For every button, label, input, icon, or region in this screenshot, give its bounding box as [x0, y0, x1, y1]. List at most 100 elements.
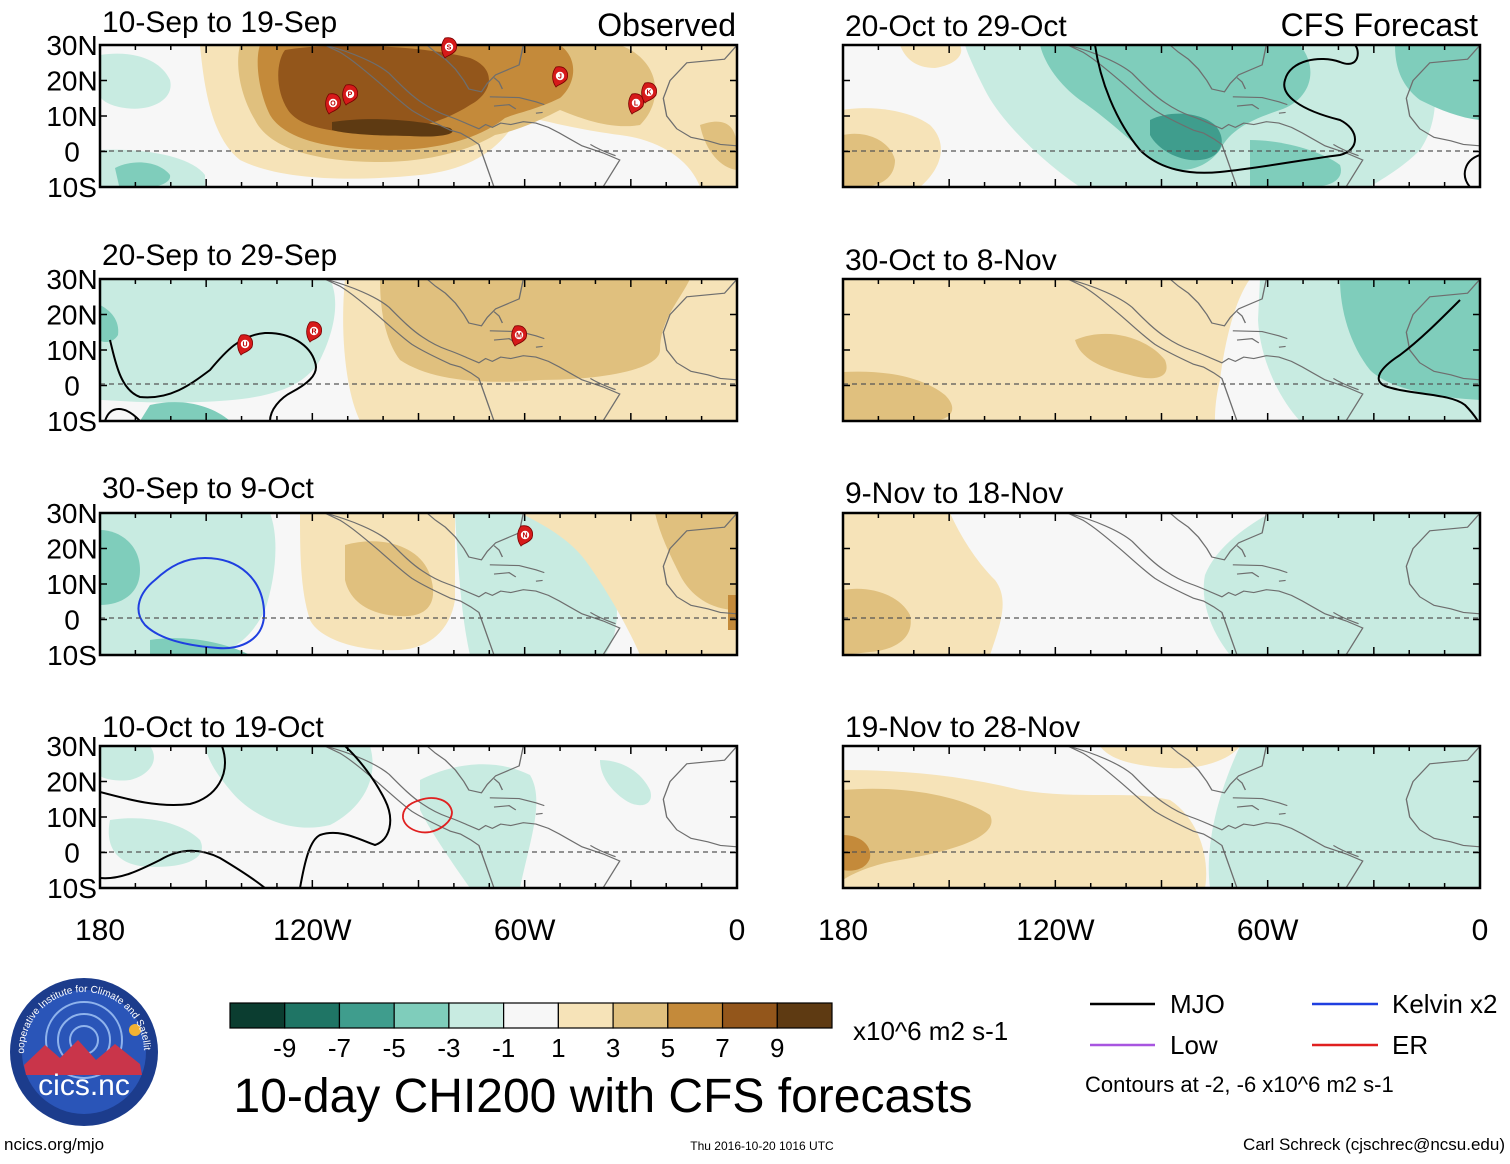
map-panel-obs4: [100, 746, 737, 888]
panel-title-obs1: 10-Sep to 19-Sep: [102, 6, 337, 39]
storm-letter: L: [634, 101, 639, 108]
contour-legend: MJO Kelvin x2 Low ER Contours at -2, -6 …: [1085, 989, 1498, 1097]
lat-label: 30N: [46, 30, 97, 61]
colorbar-swatch: [776, 1002, 833, 1029]
lat-label: 30N: [46, 498, 97, 529]
colorbar-label: 9: [770, 1033, 784, 1063]
lat-label: 0: [64, 371, 80, 402]
colorbar-label: -9: [273, 1033, 296, 1063]
panel-title-fc4: 19-Nov to 28-Nov: [845, 711, 1080, 744]
lat-label: 30N: [46, 731, 97, 762]
lat-label: 20N: [46, 767, 97, 798]
colorbar-swatch: [393, 1002, 450, 1029]
lat-label: 20N: [46, 300, 97, 331]
legend-label-low: Low: [1170, 1030, 1218, 1060]
lon-label: 60W: [1237, 914, 1299, 947]
storm-marker: K: [641, 82, 657, 104]
storm-marker: M: [511, 325, 527, 347]
legend-label-kelvin: Kelvin x2: [1392, 989, 1498, 1019]
storm-letter: S: [447, 45, 452, 52]
map-panel-obs3: [100, 513, 737, 655]
lon-label: 60W: [494, 914, 556, 947]
forecast-header: CFS Forecast: [1281, 7, 1478, 43]
footer-author: Carl Schreck (cjschrec@ncsu.edu): [1243, 1135, 1505, 1154]
panel-title-obs2: 20-Sep to 29-Sep: [102, 239, 337, 272]
lat-label: 10S: [47, 172, 97, 203]
storm-marker: J: [552, 66, 568, 88]
colorbar-label: 7: [715, 1033, 729, 1063]
storm-letter: K: [646, 90, 651, 97]
lat-label: 0: [64, 137, 80, 168]
colorbar-swatch: [503, 1002, 559, 1029]
lat-label: 30N: [46, 264, 97, 295]
storm-letter: N: [522, 533, 527, 540]
storm-marker: S: [441, 37, 457, 59]
map-panel-fc3: [843, 513, 1480, 655]
legend-label-mjo: MJO: [1170, 989, 1225, 1019]
lat-label: 10N: [46, 802, 97, 833]
panel-title-obs3: 30-Sep to 9-Oct: [102, 472, 314, 505]
footer-url: ncics.org/mjo: [4, 1135, 104, 1154]
storm-marker: P: [342, 84, 358, 106]
storm-marker: O: [325, 93, 341, 115]
colorbar-swatch: [612, 1002, 669, 1029]
lat-label: 0: [64, 605, 80, 636]
colorbar-label: -3: [437, 1033, 460, 1063]
colorbar-swatch: [229, 1002, 286, 1029]
storm-marker: R: [306, 321, 322, 343]
lon-label: 0: [729, 914, 746, 947]
lat-label: 20N: [46, 66, 97, 97]
panel-title-obs4: 10-Oct to 19-Oct: [102, 711, 324, 744]
colorbar-label: -1: [492, 1033, 515, 1063]
map-panel-fc1: [843, 45, 1480, 187]
lat-label: 10S: [47, 873, 97, 904]
storm-marker: U: [237, 334, 253, 356]
lat-label: 0: [64, 838, 80, 869]
lat-label: 10S: [47, 406, 97, 437]
footer-timestamp: Thu 2016-10-20 1016 UTC: [690, 1139, 834, 1153]
panel-title-fc1: 20-Oct to 29-Oct: [845, 10, 1067, 43]
storm-letter: J: [558, 74, 562, 81]
colorbar-label: 5: [661, 1033, 675, 1063]
storm-letter: R: [311, 329, 316, 336]
lat-label: 10N: [46, 569, 97, 600]
lon-label: 120W: [1016, 914, 1095, 947]
lat-label: 20N: [46, 534, 97, 565]
colorbar-swatch: [284, 1002, 341, 1029]
legend-label-er: ER: [1392, 1030, 1428, 1060]
map-panel-fc2: [843, 279, 1480, 421]
panel-title-fc2: 30-Oct to 8-Nov: [845, 244, 1057, 277]
colorbar-label: -5: [383, 1033, 406, 1063]
map-panel-obs1: [100, 45, 737, 187]
lat-label: 10N: [46, 101, 97, 132]
lat-label: 10N: [46, 335, 97, 366]
colorbar-swatch: [667, 1002, 724, 1029]
map-panel-fc4: [843, 746, 1480, 888]
storm-marker: N: [517, 525, 533, 547]
lat-label: 10S: [47, 640, 97, 671]
lon-label: 180: [818, 914, 868, 947]
storm-letter: U: [242, 342, 247, 349]
colorbar-swatch: [448, 1002, 505, 1029]
observed-header: Observed: [597, 7, 736, 43]
colorbar-swatch: [338, 1002, 395, 1029]
storm-letter: O: [330, 101, 336, 108]
panel-title-fc3: 9-Nov to 18-Nov: [845, 477, 1063, 510]
colorbar-swatch: [721, 1002, 778, 1029]
colorbar-units: x10^6 m2 s-1: [853, 1016, 1008, 1046]
colorbar: -9 -7 -5 -3 -1 1 3 5 7 9: [229, 1002, 833, 1063]
colorbar-label: 1: [551, 1033, 565, 1063]
colorbar-label: 3: [606, 1033, 620, 1063]
colorbar-swatch: [557, 1002, 614, 1029]
storm-letter: P: [348, 92, 353, 99]
colorbar-label: -7: [328, 1033, 351, 1063]
storm-letter: M: [516, 333, 522, 340]
lon-label: 120W: [273, 914, 352, 947]
logo-text: cics.nc: [38, 1069, 130, 1102]
lon-label: 0: [1472, 914, 1489, 947]
contour-note: Contours at -2, -6 x10^6 m2 s-1: [1085, 1072, 1394, 1097]
figure-title: 10-day CHI200 with CFS forecasts: [234, 1070, 973, 1123]
lon-label: 180: [75, 914, 125, 947]
map-panel-obs2: [100, 279, 737, 421]
